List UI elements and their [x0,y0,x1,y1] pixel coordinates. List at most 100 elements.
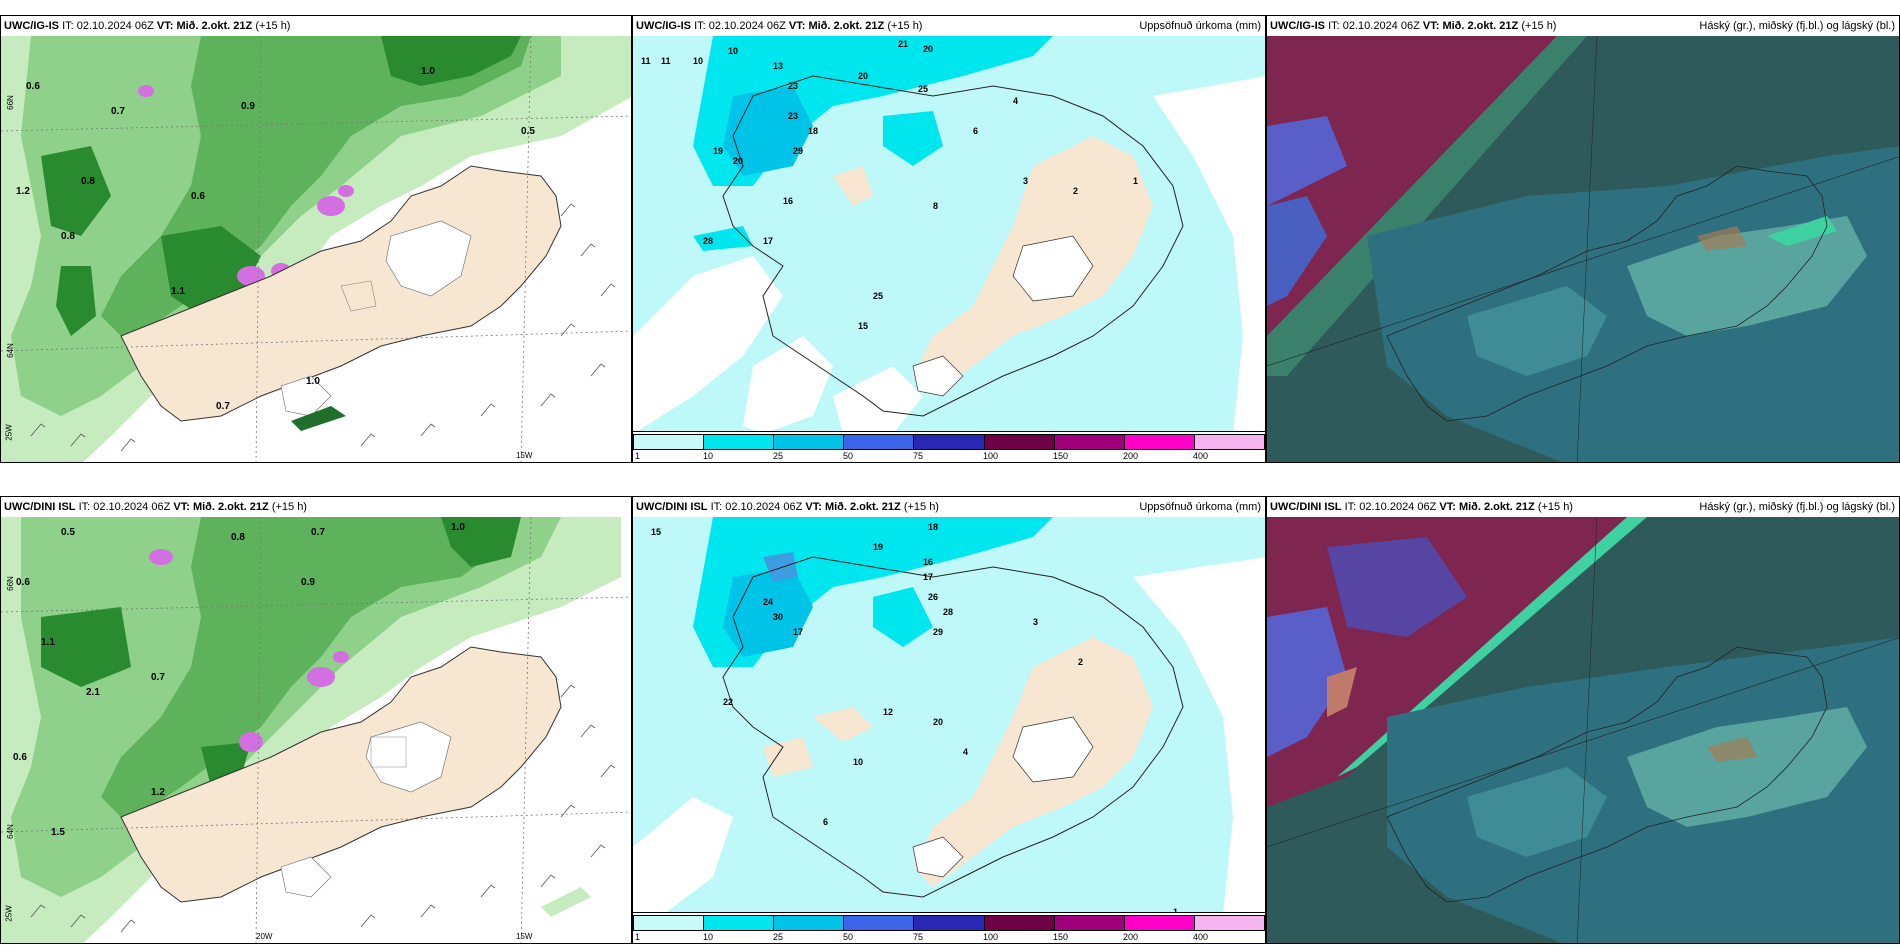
it-label: IT: [78,501,91,513]
colorbar: 1 10 25 50 75 100 150 200 400 [633,912,1265,943]
vt-label: VT: [788,20,806,32]
wind-value-label: 0.6 [26,81,40,92]
precip-value-label: 10 [853,757,864,767]
colorbar-tick: 100 [983,932,999,942]
wind-value-label: 0.6 [16,577,30,588]
colorbar-tick: 10 [703,932,714,942]
wind-value-label: 1.0 [421,66,435,77]
precip-value-label: 30 [773,612,784,622]
colorbar-cell [774,434,845,450]
it-value: 02.10.2024 06Z [1342,20,1420,32]
wind-value-label: 1.2 [16,186,30,197]
precip-value-label: 23 [788,81,799,91]
panel-precip-top: UWC/IG-IS IT: 02.10.2024 06Z VT: Mið. 2.… [632,15,1266,463]
precip-value-label: 28 [703,236,714,246]
colorbar-cells [633,915,1265,931]
panel-header: UWC/IG-IS IT: 02.10.2024 06Z VT: Mið. 2.… [1,16,631,36]
precip-value-label: 2 [1078,657,1084,667]
panel-header: UWC/DINI ISL IT: 02.10.2024 06Z VT: Mið.… [1,497,631,517]
precip-value-label: 12 [883,707,894,717]
precip-map-svg [633,36,1265,434]
wind-value-label: 1.0 [451,522,465,533]
precip-title: Uppsöfnuð úrkoma (mm) [1139,501,1261,513]
colorbar-tick: 10 [703,451,714,461]
panel-wind-bottom: UWC/DINI ISL IT: 02.10.2024 06Z VT: Mið.… [0,496,632,944]
it-value: 02.10.2024 06Z [1359,501,1437,513]
wind-value-label: 0.9 [241,101,255,112]
wind-map: 0.5 0.6 0.7 0.8 0.9 1.0 1.1 1.2 0.7 1.5 … [1,517,631,943]
wind-value-label: 1.0 [306,376,320,387]
panel-cloud-bottom: UWC/DINI ISL IT: 02.10.2024 06Z VT: Mið.… [1266,496,1900,944]
cloud-map [1267,517,1899,943]
model-name: UWC/DINI ISL [636,501,708,513]
colorbar-cell [1194,915,1265,931]
it-label: IT: [62,20,74,32]
model-name: UWC/DINI ISL [1270,501,1342,513]
wind-value-label: 0.7 [216,401,230,412]
lon-label: 15W [516,451,533,460]
vt-value: Mið. 2.okt. 21Z [824,501,901,513]
lead-time: (+15 h) [255,20,291,32]
colorbar-tick: 400 [1193,451,1209,461]
precip-value-label: 4 [963,747,969,757]
panel-cloud-top: UWC/IG-IS IT: 02.10.2024 06Z VT: Mið. 2.… [1266,15,1900,463]
precip-value-label: 6 [823,817,829,827]
lead-time: (+15 h) [887,20,923,32]
panel-wind-top: UWC/IG-IS IT: 02.10.2024 06Z VT: Mið. 2.… [0,15,632,463]
colorbar-cell [704,915,775,931]
precip-value-label: 16 [783,196,794,206]
model-name: UWC/IG-IS [636,20,691,32]
colorbar-tick: 150 [1053,451,1069,461]
it-value: 02.10.2024 06Z [725,501,803,513]
precip-map-svg [633,517,1265,915]
precip-value-label: 18 [928,522,939,532]
vt-value: Mið. 2.okt. 21Z [192,501,269,513]
model-name: UWC/IG-IS [4,20,59,32]
precip-value-label: 15 [651,527,662,537]
wind-value-label: 0.6 [13,752,27,763]
colorbar-tick: 50 [843,451,854,461]
precip-value-label: 17 [793,627,804,637]
precip-map: 10 11 11 10 21 20 25 20 13 23 23 18 29 1… [633,36,1265,434]
lon-label: 25W [4,424,14,441]
it-label: IT: [1328,20,1340,32]
precip-value-label: 17 [763,236,774,246]
precip-value-label: 19 [713,146,724,156]
cloud-map-svg [1267,517,1899,943]
precip-value-label: 1 [1133,176,1139,186]
vt-value: Mið. 2.okt. 21Z [176,20,253,32]
precip-value-label: 8 [933,201,939,211]
vt-label: VT: [173,501,190,513]
wind-value-label: 0.8 [61,231,75,242]
precip-value-label: 10 [728,46,739,56]
lat-label: 64N [5,824,15,839]
precip-value-label: 11 [661,56,671,66]
vt-label: VT: [805,501,822,513]
precip-value-label: 15 [858,321,869,331]
precip-value-label: 17 [923,572,934,582]
wind-value-label: 1.2 [151,787,165,798]
it-value: 02.10.2024 06Z [93,501,171,513]
colorbar-tick: 25 [773,932,784,942]
colorbar-cell [633,434,705,450]
lon-label: 20W [256,932,273,941]
precip-value-label: 28 [943,607,954,617]
wind-value-label: 1.5 [51,827,65,838]
vt-value: Mið. 2.okt. 21Z [1458,501,1535,513]
colorbar-tick: 200 [1123,451,1139,461]
wind-value-label: 0.5 [521,126,535,137]
precip-value-label: 21 [898,39,909,49]
precip-value-label: 20 [933,717,944,727]
precip-value-label: 20 [923,44,934,54]
panel-header: UWC/IG-IS IT: 02.10.2024 06Z VT: Mið. 2.… [633,16,1265,36]
colorbar-cell [914,915,985,931]
precip-value-label: 13 [773,61,784,71]
precip-value-label: 26 [928,592,939,602]
wind-map-svg [1,36,631,462]
lat-label: 64N [5,343,15,358]
colorbar-tick: 75 [913,451,924,461]
colorbar-tick: 1 [635,932,641,942]
wind-value-label: 0.7 [111,106,125,117]
precip-value-label: 29 [933,627,944,637]
precip-value-label: 6 [973,126,979,136]
